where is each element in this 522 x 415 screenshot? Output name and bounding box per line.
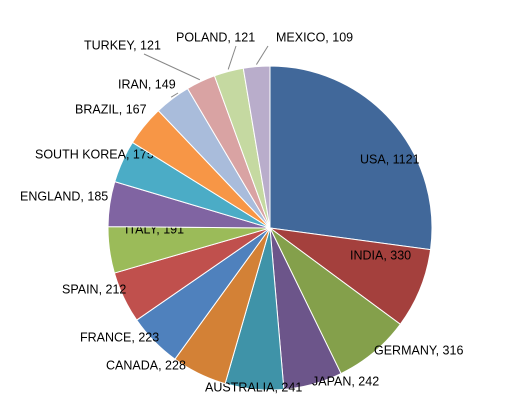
data-label: USA, 1121: [360, 152, 420, 166]
pie-slice: [269, 65, 433, 251]
leader-line: [170, 92, 179, 98]
leader-line: [255, 45, 269, 65]
data-label: JAPAN, 242: [312, 374, 379, 388]
data-label: TURKEY, 121: [84, 38, 161, 52]
data-label: SOUTH KOREA, 175: [35, 147, 154, 161]
pie-slice: [242, 65, 271, 229]
data-label: MEXICO, 109: [276, 30, 353, 44]
leader-line: [227, 45, 237, 70]
data-label: GERMANY, 316: [374, 343, 463, 357]
data-label: INDIA, 330: [350, 248, 411, 262]
data-label: BRAZIL, 167: [75, 102, 147, 116]
data-label: POLAND, 121: [176, 30, 255, 44]
data-label: AUSTRALIA, 241: [205, 380, 302, 394]
data-label: IRAN, 149: [118, 77, 176, 91]
data-label: ENGLAND, 185: [20, 189, 108, 203]
data-label: FRANCE, 223: [80, 330, 159, 344]
data-label: SPAIN, 212: [62, 282, 126, 296]
data-label: CANADA, 228: [106, 358, 186, 372]
leader-line: [143, 53, 201, 81]
